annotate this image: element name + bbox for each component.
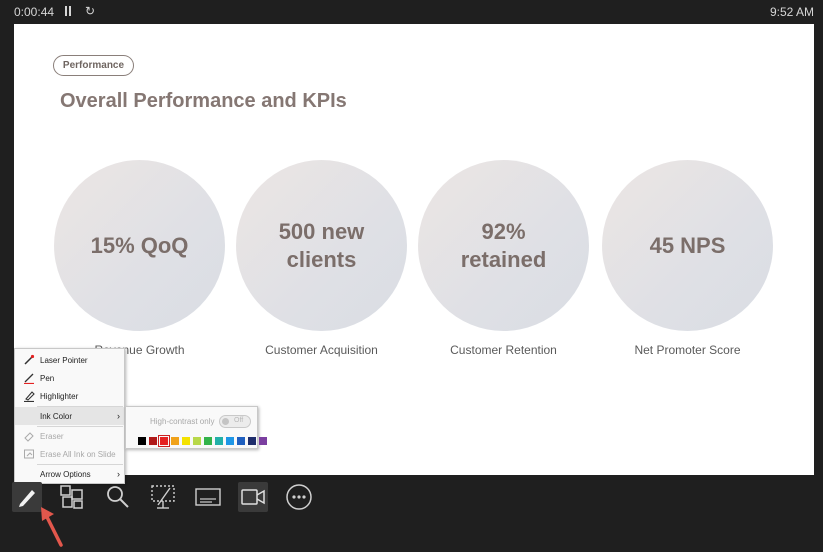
screen-off-icon bbox=[151, 485, 175, 509]
black-screen-button[interactable] bbox=[148, 482, 178, 512]
high-contrast-toggle[interactable]: Off bbox=[219, 415, 251, 428]
see-all-slides-button[interactable] bbox=[57, 482, 87, 512]
menu-item-ink-color[interactable]: Ink Color › bbox=[15, 407, 124, 425]
more-options-button[interactable] bbox=[284, 482, 314, 512]
color-swatch[interactable] bbox=[138, 437, 146, 445]
color-swatch[interactable] bbox=[226, 437, 234, 445]
annotation-arrow-icon bbox=[41, 507, 63, 547]
menu-item-arrow-options[interactable]: Arrow Options › bbox=[40, 469, 120, 479]
kpi-caption-retention: Customer Retention bbox=[450, 343, 557, 357]
menu-item-eraser[interactable]: Eraser bbox=[15, 427, 124, 445]
pointer-options-menu: Laser Pointer Pen Highlighter Ink Color … bbox=[14, 348, 125, 484]
menu-item-pen[interactable]: Pen bbox=[15, 369, 124, 387]
chevron-right-icon: › bbox=[117, 469, 120, 479]
slide-title: Overall Performance and KPIs bbox=[60, 90, 347, 112]
presenter-top-bar: 0:00:44 ↻ 9:52 AM bbox=[0, 0, 823, 24]
high-contrast-label: High-contrast only bbox=[150, 417, 215, 426]
color-swatch[interactable] bbox=[215, 437, 223, 445]
pen-icon bbox=[23, 372, 35, 385]
menu-separator bbox=[37, 426, 123, 427]
zoom-button[interactable] bbox=[103, 482, 133, 512]
color-swatch[interactable] bbox=[248, 437, 256, 445]
menu-separator bbox=[37, 406, 123, 407]
pause-icon[interactable] bbox=[64, 6, 72, 16]
kpi-circle-acquisition: 500 new clients bbox=[236, 160, 407, 331]
magnifier-icon bbox=[107, 486, 129, 508]
restart-timer-icon[interactable]: ↻ bbox=[85, 4, 96, 18]
subtitles-icon bbox=[195, 488, 221, 506]
color-swatch[interactable] bbox=[259, 437, 267, 445]
menu-separator bbox=[37, 464, 123, 465]
menu-item-erase-all[interactable]: Erase All Ink on Slide bbox=[15, 445, 124, 463]
toggle-knob bbox=[222, 418, 229, 425]
current-slide: Performance Overall Performance and KPIs… bbox=[14, 24, 814, 475]
slides-grid-icon bbox=[60, 485, 83, 509]
color-swatch[interactable] bbox=[193, 437, 201, 445]
ink-color-submenu: High-contrast only Off bbox=[125, 406, 267, 449]
toggle-state: Off bbox=[234, 417, 244, 424]
pen-tool-button[interactable] bbox=[12, 482, 42, 512]
kpi-circle-nps: 45 NPS bbox=[602, 160, 773, 331]
color-swatch[interactable] bbox=[237, 437, 245, 445]
highlighter-icon bbox=[23, 390, 35, 403]
color-swatch[interactable] bbox=[158, 435, 170, 447]
color-swatch[interactable] bbox=[171, 437, 179, 445]
kpi-caption-nps: Net Promoter Score bbox=[634, 343, 741, 357]
color-swatches bbox=[138, 435, 267, 447]
kpi-circle-retention: 92% retained bbox=[418, 160, 589, 331]
kpi-caption-acquisition: Customer Acquisition bbox=[265, 343, 378, 357]
pen-icon bbox=[19, 490, 35, 507]
menu-item-laser-pointer[interactable]: Laser Pointer bbox=[15, 351, 124, 369]
subtitles-button[interactable] bbox=[193, 482, 223, 512]
more-options-icon bbox=[286, 484, 312, 510]
color-swatch[interactable] bbox=[182, 437, 190, 445]
clock: 9:52 AM bbox=[769, 5, 814, 19]
erase-all-icon bbox=[23, 448, 35, 460]
camera-button[interactable] bbox=[238, 482, 268, 512]
laser-pointer-icon bbox=[23, 354, 35, 366]
elapsed-timer: 0:00:44 bbox=[14, 5, 55, 19]
chevron-right-icon: › bbox=[117, 411, 120, 421]
kpi-circle-revenue: 15% QoQ bbox=[54, 160, 225, 331]
color-swatch[interactable] bbox=[204, 437, 212, 445]
video-camera-icon bbox=[241, 489, 265, 505]
section-tag: Performance bbox=[53, 55, 134, 76]
eraser-icon bbox=[23, 430, 35, 442]
menu-item-highlighter[interactable]: Highlighter bbox=[15, 387, 124, 405]
color-swatch[interactable] bbox=[149, 437, 157, 445]
